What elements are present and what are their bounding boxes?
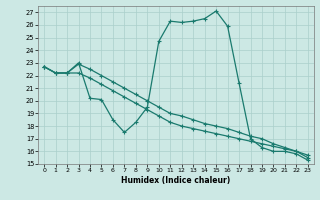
X-axis label: Humidex (Indice chaleur): Humidex (Indice chaleur) xyxy=(121,176,231,185)
